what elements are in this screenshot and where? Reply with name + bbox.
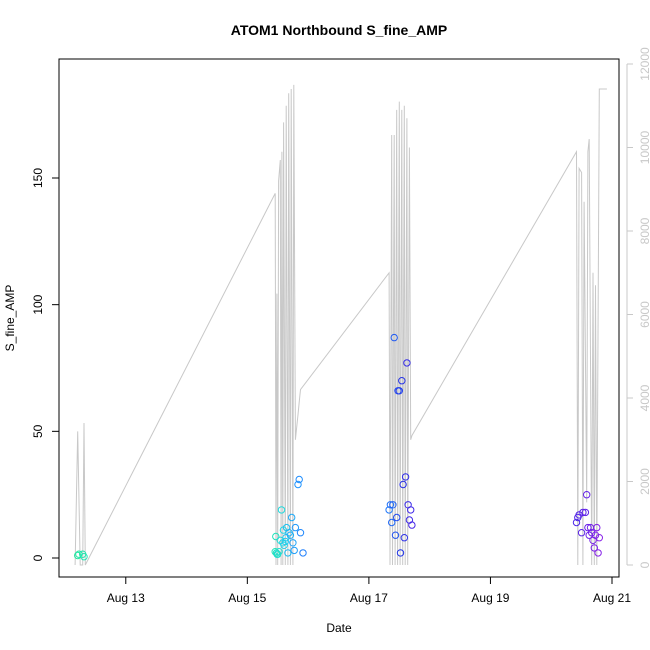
data-point: [581, 508, 590, 517]
data-point: [299, 549, 307, 557]
y-tick-label: 50: [31, 424, 45, 438]
data-point: [286, 531, 295, 539]
x-axis-label: Date: [326, 621, 352, 635]
data-point: [290, 546, 298, 555]
data-point: [289, 539, 297, 547]
data-point: [579, 508, 587, 517]
y2-tick-label: 12000: [638, 47, 650, 81]
data-point: [399, 480, 407, 489]
data-point: [396, 549, 405, 557]
data-point: [386, 501, 395, 509]
series-line: [74, 84, 607, 566]
y2-tick-label: 4000: [638, 384, 650, 411]
chart-title: ATOM1 Northbound S_fine_AMP: [231, 22, 447, 38]
data-point: [575, 511, 583, 519]
data-point: [389, 501, 397, 509]
data-point: [594, 549, 602, 557]
data-point: [80, 553, 88, 561]
data-point: [572, 518, 581, 527]
y-tick-label: 100: [31, 294, 45, 314]
y-tick-label: 0: [31, 554, 45, 561]
data-point: [588, 529, 596, 537]
data-point: [591, 531, 600, 539]
x-tick-label: Aug 19: [471, 591, 509, 605]
data-point: [284, 549, 292, 557]
data-point: [275, 548, 283, 556]
data-point: [595, 534, 603, 542]
data-point: [291, 523, 300, 532]
series-points-layer: [74, 333, 603, 561]
y2-tick-label: 2000: [638, 468, 650, 495]
data-point: [577, 529, 586, 537]
y-tick-label: 150: [31, 168, 45, 188]
plot-box: [58, 58, 620, 578]
data-point: [393, 513, 401, 522]
data-point: [391, 531, 400, 539]
y2-tick-label: 8000: [638, 217, 650, 244]
data-point: [281, 537, 289, 546]
y2-tick-label: 6000: [638, 301, 650, 328]
data-point: [590, 544, 598, 552]
data-point: [296, 529, 305, 537]
data-point: [277, 506, 286, 514]
data-point: [294, 480, 302, 489]
y2-tick-label: 0: [638, 561, 650, 568]
data-point: [403, 359, 411, 367]
y-axis: 0 50 100 150: [31, 168, 60, 561]
data-point: [398, 377, 406, 385]
data-point: [288, 513, 296, 522]
x-tick-label: Aug 13: [107, 591, 145, 605]
x-tick-label: Aug 17: [350, 591, 388, 605]
y2-axis: 0 2000 4000 6000 8000 10000 12000: [626, 47, 650, 568]
x-tick-label: Aug 21: [593, 591, 631, 605]
data-point: [408, 521, 416, 529]
data-point: [385, 506, 393, 514]
data-point: [400, 534, 408, 542]
data-point: [272, 532, 280, 541]
series-line-layer: [74, 84, 607, 566]
y-axis-label: S_fine_AMP: [3, 285, 17, 352]
x-tick-label: Aug 15: [228, 591, 266, 605]
data-point: [295, 475, 303, 484]
data-point: [388, 518, 396, 527]
data-point: [280, 541, 288, 549]
data-point: [401, 473, 410, 481]
y2-tick-label: 10000: [638, 130, 650, 164]
data-point: [395, 387, 403, 395]
data-point: [390, 333, 398, 342]
data-point: [407, 506, 415, 514]
data-point: [593, 523, 601, 532]
data-point: [583, 491, 591, 499]
x-axis: Aug 13 Aug 15 Aug 17 Aug 19 Aug 21: [107, 577, 631, 605]
data-point: [584, 523, 592, 532]
